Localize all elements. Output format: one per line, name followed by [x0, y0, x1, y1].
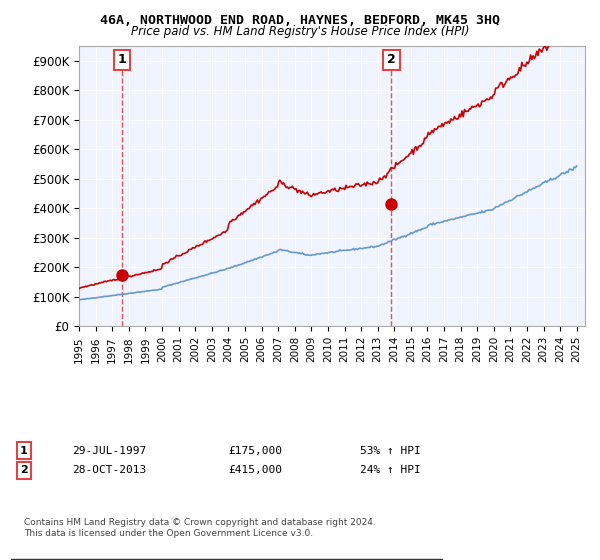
Text: 1: 1: [20, 446, 28, 456]
Text: 1: 1: [118, 53, 126, 66]
Text: 2: 2: [387, 53, 396, 66]
Text: £175,000: £175,000: [228, 446, 282, 456]
Text: 24% ↑ HPI: 24% ↑ HPI: [360, 465, 421, 475]
Text: Contains HM Land Registry data © Crown copyright and database right 2024.
This d: Contains HM Land Registry data © Crown c…: [24, 518, 376, 538]
Text: £415,000: £415,000: [228, 465, 282, 475]
Text: 28-OCT-2013: 28-OCT-2013: [72, 465, 146, 475]
Text: 53% ↑ HPI: 53% ↑ HPI: [360, 446, 421, 456]
Text: 2: 2: [20, 465, 28, 475]
Text: 29-JUL-1997: 29-JUL-1997: [72, 446, 146, 456]
Text: 46A, NORTHWOOD END ROAD, HAYNES, BEDFORD, MK45 3HQ: 46A, NORTHWOOD END ROAD, HAYNES, BEDFORD…: [100, 14, 500, 27]
Text: Price paid vs. HM Land Registry's House Price Index (HPI): Price paid vs. HM Land Registry's House …: [131, 25, 469, 38]
Legend: 46A, NORTHWOOD END ROAD, HAYNES, BEDFORD, MK45 3HQ (detached house), HPI: Averag: 46A, NORTHWOOD END ROAD, HAYNES, BEDFORD…: [11, 559, 442, 560]
